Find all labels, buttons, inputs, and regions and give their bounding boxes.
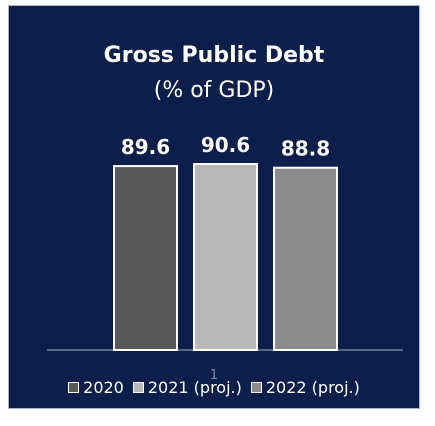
legend-swatch-2021 [132, 382, 144, 393]
legend-label-2022: 2022 (proj.) [265, 378, 360, 397]
legend-label-2020: 2020 [83, 378, 124, 397]
legend-item-2020: 2020 [68, 378, 124, 397]
bar-3 [273, 166, 338, 351]
legend-swatch-2022 [250, 382, 262, 393]
bar-2 [193, 163, 258, 351]
legend-item-2021: 2021 (proj.) [132, 378, 242, 397]
data-label-1: 89.6 [121, 135, 170, 159]
chart-frame: Gross Public Debt (% of GDP) 89.6 90.6 88.… [8, 5, 420, 409]
page-number: 1 [209, 368, 219, 383]
chart-subtitle: (% of GDP) [153, 78, 275, 103]
legend-item-2022: 2022 (proj.) [250, 378, 360, 397]
legend-label-2021: 2021 (proj.) [147, 378, 242, 397]
legend-swatch-2020 [68, 382, 80, 393]
bar-1 [113, 165, 178, 351]
legend: 2020 2021 (proj.) 2022 (proj.) [9, 378, 419, 397]
data-label-3: 88.8 [281, 137, 330, 161]
bar-chart: 89.6 90.6 88.8 [47, 133, 403, 351]
chart-title: Gross Public Debt [103, 43, 325, 68]
data-label-2: 90.6 [201, 133, 250, 157]
